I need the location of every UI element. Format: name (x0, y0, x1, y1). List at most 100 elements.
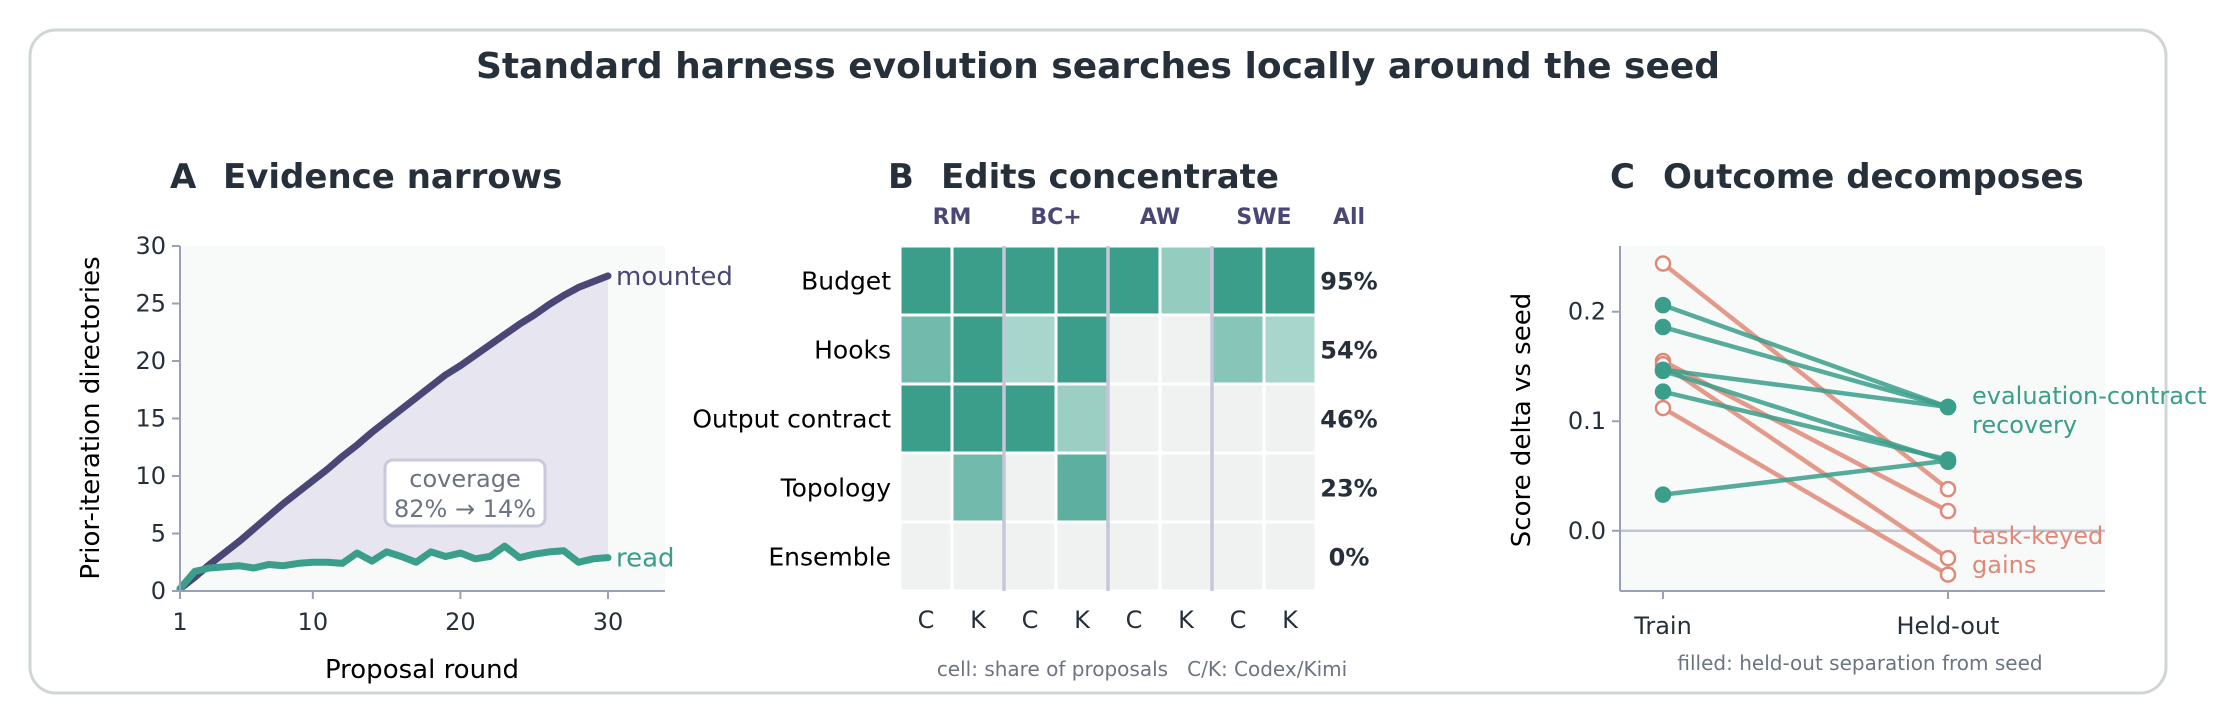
recovery-label-line2: recovery (1972, 411, 2077, 439)
heatmap-cell (1262, 520, 1318, 593)
heatmap-cell (1054, 313, 1110, 386)
heatmap-group-header: BC+ (1030, 205, 1081, 230)
heatmap-cell (1262, 313, 1318, 386)
x-tick-label: 30 (593, 608, 624, 636)
y-tick-label: 0.0 (1568, 517, 1606, 545)
heatmap-cell (1210, 244, 1266, 317)
heatmap-cell (898, 382, 954, 455)
heatmap-all-value: 0% (1329, 544, 1370, 572)
heatmap-group-header: SWE (1236, 205, 1291, 230)
panel-a: A Evidence narrows mounted read 0 5 10 15 20 2… (76, 157, 733, 685)
heatmap-cell (950, 313, 1006, 386)
train-point (1654, 296, 1672, 314)
panel-c: C Outcome decomposes 0.0 0.1 0.2 Train Held-… (1507, 157, 2207, 675)
series-label-read: read (616, 544, 675, 574)
heatmap-cell (1002, 313, 1058, 386)
series-label-mounted: mounted (616, 262, 733, 292)
x-tick-label: Train (1633, 612, 1692, 640)
heatmap-group-header: AW (1140, 205, 1180, 230)
heatmap-row-label: Budget (801, 267, 891, 296)
heatmap-cell (950, 520, 1006, 593)
series-line-mounted (176, 272, 612, 593)
gains-label-line2: gains (1972, 551, 2036, 579)
heatmap-all-value: 23% (1320, 475, 1377, 503)
coverage-annotation-line2: 82% → 14% (394, 495, 536, 523)
y-tick-label: 20 (135, 347, 166, 375)
panel-a-letter: A (170, 157, 197, 197)
heatmap-cell (1158, 451, 1214, 524)
y-tick-label: 25 (135, 290, 166, 318)
heatmap-all-value: 46% (1320, 406, 1377, 434)
train-point (1654, 318, 1672, 336)
panel-a-title: Evidence narrows (223, 157, 562, 197)
heatmap-column-label: K (970, 606, 987, 634)
heatmap-cell (1106, 313, 1162, 386)
heatmap-column-label: K (1074, 606, 1091, 634)
heatmap-row-label: Hooks (814, 336, 891, 365)
pair-line (1662, 324, 1949, 410)
heatmap-cell (1210, 520, 1266, 593)
x-tick-label: 10 (298, 608, 329, 636)
panel-a-xlabel: Proposal round (325, 655, 519, 685)
heatmap-group-header: RM (933, 205, 972, 230)
panel-a-lines: mounted read (176, 262, 733, 593)
heatmap-cell (1106, 520, 1162, 593)
y-tick-label: 10 (135, 462, 166, 490)
heatmap-cell (1262, 451, 1318, 524)
heatmap-cell (1262, 382, 1318, 455)
coverage-annotation-line1: coverage (409, 465, 520, 493)
heatmap-cell (1106, 451, 1162, 524)
heatmap-cell (1106, 244, 1162, 317)
heldout-point (1939, 398, 1957, 416)
panel-b-caption: cell: share of proposals C/K: Codex/Kimi (937, 657, 1347, 681)
heatmap-cell (1158, 520, 1214, 593)
heatmap-cell (1002, 382, 1058, 455)
heatmap-cell (1158, 382, 1214, 455)
heatmap-cell (898, 244, 954, 317)
heatmap-cell (1210, 451, 1266, 524)
pair-line (1661, 261, 1950, 491)
heldout-point (1939, 480, 1957, 498)
heatmap-cell (1158, 244, 1214, 317)
pair-line (1662, 458, 1949, 497)
heldout-point (1939, 549, 1957, 567)
heatmap-column-label: K (1178, 606, 1195, 634)
heldout-point (1939, 566, 1957, 583)
pair-line (1662, 389, 1949, 462)
coverage-annotation: coverage 82% → 14% (383, 458, 547, 528)
pair-line (1662, 367, 1949, 410)
heatmap-cell (1002, 451, 1058, 524)
heldout-point (1939, 452, 1957, 469)
heatmap-column-label: C (1126, 606, 1143, 634)
heatmap-all-value: 95% (1320, 268, 1377, 296)
heatmap-column-label: K (1282, 606, 1299, 634)
heatmap-cell (1158, 313, 1214, 386)
heatmap-cell (1054, 244, 1110, 317)
heatmap-cell (1054, 520, 1110, 593)
panel-c-title: Outcome decomposes (1663, 157, 2084, 197)
y-tick-label: 15 (135, 405, 166, 433)
panel-c-axes: 0.0 0.1 0.2 Train Held-out (1568, 246, 2105, 640)
panel-b-title: Edits concentrate (941, 157, 1279, 197)
pair-line (1661, 362, 1950, 561)
heatmap-cell (950, 382, 1006, 455)
panel-c-letter: C (1610, 157, 1635, 197)
recovery-label-line1: evaluation-contract (1972, 382, 2207, 410)
heatmap-row-label: Topology (780, 474, 892, 503)
heatmap-column-label: C (918, 606, 935, 634)
pair-line (1662, 303, 1949, 410)
gains-label-line1: task-keyed (1972, 522, 2103, 550)
heatmap-cell (950, 451, 1006, 524)
heatmap-cell (1210, 382, 1266, 455)
x-tick-label: Held-out (1896, 612, 1999, 640)
panel-c-caption: filled: held-out separation from seed (1677, 651, 2042, 675)
heatmap-cell (898, 520, 954, 593)
heatmap-cell (1054, 382, 1110, 455)
train-point (1654, 383, 1672, 400)
train-point (1654, 486, 1672, 503)
series-line-read (176, 542, 612, 593)
y-tick-label: 0.1 (1568, 407, 1606, 435)
heatmap-column-label: C (1230, 606, 1247, 634)
figure-title: Standard harness evolution searches loca… (476, 46, 1720, 87)
